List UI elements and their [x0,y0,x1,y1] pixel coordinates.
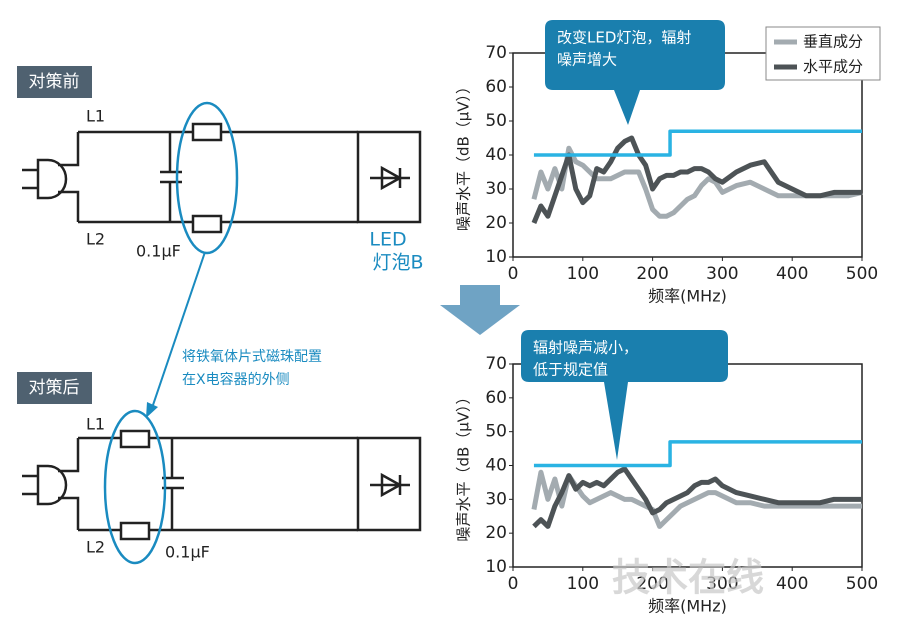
label-box [17,66,92,98]
series-line [532,466,862,529]
highlight [175,101,239,255]
x-axis-label: 频率(MHz) [648,597,727,616]
x-tick-label: 300 [706,264,738,284]
bead [191,122,223,142]
y-tick-label: 40 [485,145,507,165]
diode [370,165,410,191]
y-tick-label: 10 [485,557,507,577]
x-tick-label: 400 [776,264,808,284]
x-tick-label: 0 [508,574,519,594]
wires [58,130,358,224]
down-arrow [440,285,520,335]
y-tick-label: 20 [485,523,507,543]
y-tick-label: 50 [485,111,507,131]
watermark: 技术在线 [612,556,764,600]
led-box [356,130,422,224]
l1: L1 [86,415,105,434]
x-axis-label: 频率(MHz) [648,287,727,306]
arrow-head [146,402,158,418]
l2: L2 [86,230,105,249]
y-tick-label: 70 [485,43,507,63]
y-axis-label: 噪声水平（dB（μV）） [455,79,473,231]
callout-text: 低于规定值 [533,361,608,379]
x-tick-label: 100 [567,264,599,284]
note: 在X电容器的外侧 [182,371,290,388]
legend-label: 水平成分 [803,58,863,76]
y-tick-label: 30 [485,179,507,199]
y-tick-label: 60 [485,77,507,97]
x-tick-label: 500 [846,264,878,284]
x-tick-label: 500 [846,574,878,594]
label-box [17,372,92,404]
y-axis-label: 噪声水平（dB（μV）） [455,389,473,541]
x-tick-label: 0 [508,264,519,284]
y-tick-label: 20 [485,213,507,233]
bead [191,214,223,234]
callout-text: 改变LED灯泡，辐射 [557,29,691,47]
x-tick-label: 200 [636,574,668,594]
callout [521,330,728,460]
series-line [531,135,862,224]
panel-label: 对策后 [29,378,80,398]
note: 将铁氧体片式磁珠配置 [182,349,322,365]
led-label: LED [369,229,406,251]
l1: L1 [86,107,105,126]
y-tick-label: 70 [485,354,507,374]
cap: 0.1μF [165,543,210,562]
circuit-before [22,101,422,255]
arrow [151,251,206,409]
led-box [356,436,422,532]
highlight [103,409,167,565]
x-tick-label: 300 [706,574,738,594]
callout [545,20,725,125]
callout-text: 辐射噪声减小， [533,339,638,357]
legend [765,26,881,81]
plug [22,158,68,200]
legend-label: 垂直成分 [803,33,863,51]
y-tick-label: 30 [485,489,507,509]
x-tick-label: 100 [567,574,599,594]
led-label: 灯泡B [372,252,423,274]
y-tick-label: 10 [485,247,507,267]
y-tick-label: 50 [485,422,507,442]
bead [119,429,151,449]
circuit-after [22,409,422,565]
cap: 0.1μF [136,242,181,261]
wires [58,436,358,532]
y-tick-label: 60 [485,388,507,408]
limit-line [533,129,862,157]
y-tick-label: 40 [485,456,507,476]
l2: L2 [86,538,105,557]
plug [22,464,68,506]
series-line [531,145,863,219]
diode [370,472,410,498]
limit-line [533,440,862,468]
panel-label: 对策前 [29,72,80,92]
x-tick-label: 400 [776,574,808,594]
x-tick-label: 200 [636,264,668,284]
callout-text: 噪声增大 [557,51,617,69]
bead [119,521,151,541]
